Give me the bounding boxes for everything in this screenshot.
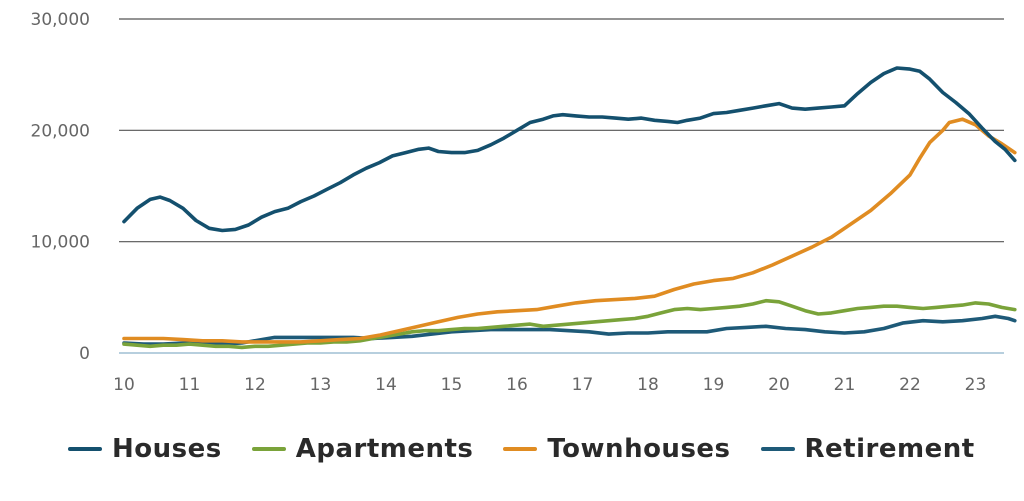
legend-swatch-apartments	[251, 447, 286, 451]
legend-item-apartments: Apartments	[251, 434, 474, 464]
legend-item-houses: Houses	[68, 434, 222, 464]
x-tick-label: 21	[834, 375, 856, 395]
series-line-houses	[122, 66, 1017, 233]
x-tick-label: 14	[375, 375, 397, 395]
y-axis-tick-labels: 0 10,000 20,000 30,000	[31, 10, 90, 364]
legend-label-townhouses: Townhouses	[547, 434, 731, 464]
series-line-retirement	[122, 314, 1017, 346]
series-line-apartments	[122, 298, 1017, 350]
x-tick-label: 12	[244, 375, 266, 395]
line-chart: 0 10,000 20,000 30,000 10 11 12 13 14 15 16 17 18 19…	[31, 10, 1017, 395]
legend: Houses Apartments Townhouses Retirement	[68, 434, 1005, 464]
gridlines	[119, 18, 1004, 354]
x-tick-label: 13	[310, 375, 332, 395]
x-tick-label: 11	[179, 375, 201, 395]
legend-label-houses: Houses	[112, 434, 222, 464]
y-tick-label: 20,000	[31, 121, 90, 141]
legend-label-retirement: Retirement	[804, 434, 975, 464]
x-tick-label: 22	[899, 375, 921, 395]
legend-swatch-houses	[68, 447, 102, 451]
y-tick-label: 10,000	[31, 233, 90, 253]
x-tick-label: 20	[768, 375, 790, 395]
x-tick-label: 18	[637, 375, 659, 395]
x-tick-label: 17	[572, 375, 594, 395]
series-lines	[122, 66, 1017, 350]
x-axis-tick-labels: 10 11 12 13 14 15 16 17 18 19 20 21 22 23	[113, 375, 986, 395]
legend-item-townhouses: Townhouses	[503, 434, 730, 464]
legend-item-retirement: Retirement	[760, 434, 975, 464]
x-tick-label: 16	[506, 375, 528, 395]
y-tick-label: 30,000	[31, 10, 90, 30]
legend-label-apartments: Apartments	[295, 434, 474, 464]
legend-swatch-townhouses	[503, 447, 538, 451]
x-tick-label: 15	[441, 375, 463, 395]
x-tick-label: 19	[703, 375, 725, 395]
series-line-townhouses	[122, 117, 1017, 344]
y-tick-label: 0	[79, 344, 90, 364]
x-tick-label: 23	[965, 375, 987, 395]
x-tick-label: 10	[113, 375, 135, 395]
legend-swatch-retirement	[760, 447, 795, 451]
